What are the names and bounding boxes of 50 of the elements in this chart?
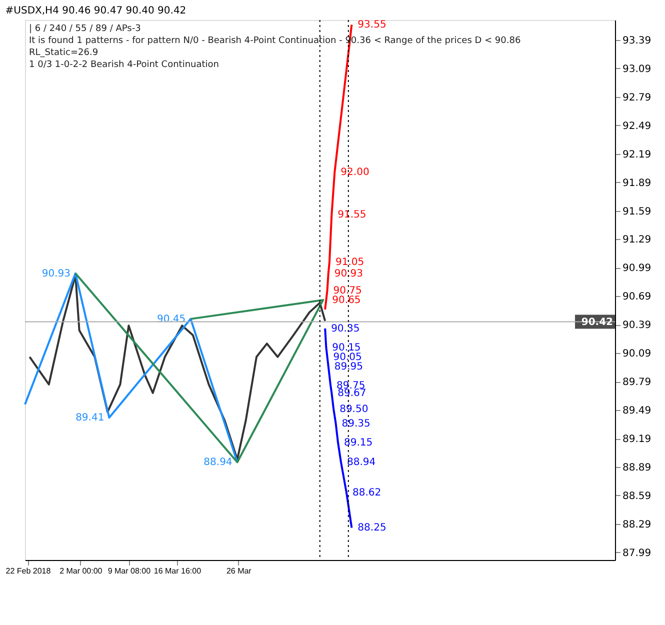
data-label: 89.15 [344,437,373,448]
data-label: 92.00 [340,166,370,178]
y-tick-label: 88.29 [622,519,652,530]
x-tick-label: 26 Mar [226,566,252,576]
data-label: 90.05 [333,352,362,363]
data-label: 91.05 [335,257,364,268]
y-tick-label: 90.99 [622,263,652,274]
x-tick-label: 9 Mar 08:00 [108,566,152,576]
data-label: 90.65 [332,294,361,306]
data-label: 89.95 [334,361,364,372]
data-label: 89.50 [340,404,368,416]
y-tick-label: 92.79 [622,92,652,104]
data-label: 88.25 [358,522,386,534]
data-label: 93.55 [358,20,386,31]
y-tick-label: 90.69 [622,292,652,303]
x-tick-label: 2 Mar 00:00 [60,566,103,576]
y-tick-label: 92.49 [622,120,652,132]
y-tick-label: 89.19 [622,434,652,446]
data-label: 90.75 [333,285,362,296]
y-tick-label: 89.79 [622,377,652,388]
data-label: 89.41 [76,412,104,424]
y-tick-label: 89.49 [622,406,652,417]
y-tick-label: 90.39 [622,320,652,332]
data-label: 89.35 [342,418,370,430]
y-tick-label: 93.09 [622,64,652,75]
data-label: 90.15 [332,342,361,354]
data-label: 90.93 [42,268,70,280]
y-tick-label: 87.99 [622,548,652,559]
data-label: 90.93 [334,268,364,280]
y-tick-label: 91.29 [622,234,652,246]
line-series [74,272,324,464]
data-label: 88.62 [352,488,382,499]
annotation: 1 0/3 1-0-2-2 Bearish 4-Point Continuation [29,60,219,70]
data-label: 91.55 [338,210,366,221]
ref-line-label: 90.42 [581,316,614,328]
chart-title: #USDX,H4 90.46 90.47 90.40 90.42 [5,6,186,16]
x-tick-label: 22 Feb 2018 [6,566,52,576]
annotation: | 6 / 240 / 55 / 89 / APs-3 [29,24,141,34]
x-tick-label: 16 Mar 16:00 [154,566,202,576]
annotation: RL_Static=26.9 [29,48,98,58]
y-tick-label: 91.59 [622,206,652,218]
data-label: 88.94 [346,457,376,468]
y-tick-label: 88.59 [622,490,652,502]
y-tick-label: 90.09 [622,348,652,360]
y-tick-label: 92.19 [622,149,652,160]
y-tick-label: 91.89 [622,178,652,189]
data-label: 88.94 [204,457,232,468]
y-tick-label: 88.89 [622,462,652,474]
data-label: 90.35 [331,323,360,334]
y-tick-label: 93.39 [622,35,652,46]
